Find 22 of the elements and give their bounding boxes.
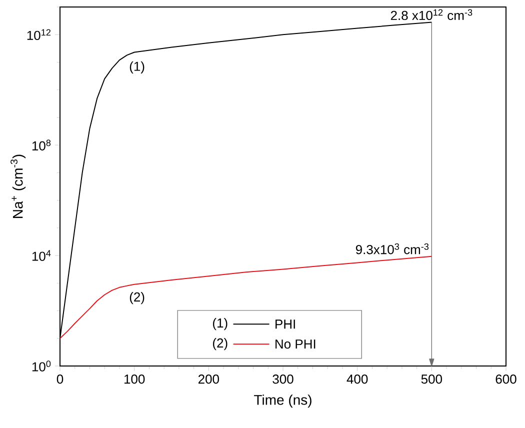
y-tick-label: 10$^{12}$ [27, 29, 51, 40]
x-tick-label: 0 [56, 374, 64, 384]
legend-label: PHI [276, 320, 295, 329]
annotation: (2) [130, 292, 144, 304]
x-axis-title: Time (ns) [254, 394, 312, 408]
y-tick-label: 10$^{8}$ [32, 140, 51, 150]
x-tick-label: 300 [272, 374, 294, 384]
x-tick-label: 400 [346, 374, 368, 384]
x-tick-label: 500 [421, 374, 442, 384]
x-tick-label: 200 [198, 374, 220, 384]
line-series [60, 256, 432, 339]
annotation: (1) [130, 61, 144, 74]
legend-label: No PHI [276, 340, 316, 349]
x-tick-label: 600 [496, 374, 516, 384]
y-tick-label: 10$^{4}$ [32, 250, 51, 261]
y-tick-label: 10$^{0}$ [32, 360, 51, 372]
annotation: 9.3x10$^{3}$ cm$^{-3}$ [356, 243, 429, 254]
y-axis-title: Na$^{+}$ (cm$^{-3}$) [10, 154, 26, 218]
annotation: (1) [212, 318, 228, 330]
annotation: (2) [212, 338, 228, 350]
annotation: 2.8 x10$^{12}$ cm$^{-3}$ [390, 9, 472, 20]
x-tick-label: 100 [124, 374, 145, 384]
